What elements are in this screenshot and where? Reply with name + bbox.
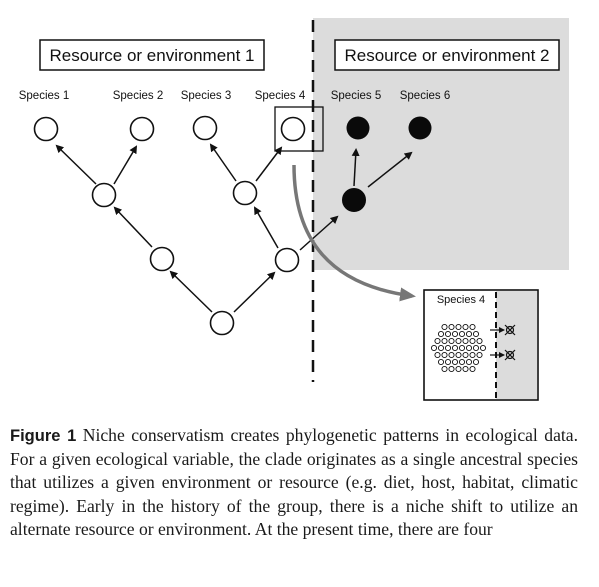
individual-dot [476,351,483,359]
species-node [280,116,306,142]
individual-dot [441,351,448,359]
tree-branches [55,143,413,313]
species4-highlight-box [274,106,324,152]
individual-dot [448,323,455,331]
failed-dispersal-marks [504,324,516,361]
species-label: Species 1 [19,90,70,102]
individual-dot [441,323,448,331]
individual-dot [451,344,459,352]
inset-panel: Species 4 [423,289,539,401]
species-node [33,116,59,142]
individual-dot [458,344,466,352]
individual-dot [469,365,476,373]
individual-dot [455,365,462,373]
individual-dot [472,344,480,352]
individual-dot [462,351,469,359]
individual-dot [455,337,462,345]
env1-label: Resource or environment 1 [49,46,254,65]
internal-node-filled [342,188,366,212]
caption-text: Niche conservatism creates phylogenetic … [10,425,578,539]
species-label: Species 4 [255,90,306,102]
individual-dot [476,337,483,345]
species-label: Species 5 [331,90,382,102]
individual-dot [469,337,476,345]
env1-label-box: Resource or environment 1 [39,39,265,71]
species-node [192,115,218,141]
caption-label: Figure 1 [10,427,77,445]
individual-dot [465,344,473,352]
individual-dot [434,351,441,359]
individual-dot [465,358,473,366]
individual-dot [444,344,452,352]
individual-dot [458,358,466,366]
individual-dot [448,365,455,373]
figure-caption: Figure 1 Niche conservatism creates phyl… [10,424,578,541]
individual-dot [451,330,459,338]
individual-dot [451,358,459,366]
species-node [129,116,155,142]
inset-species-label: Species 4 [437,294,485,306]
individual-dot [444,358,452,366]
individual-dot [472,330,480,338]
root-node [209,310,235,336]
individual-dot [437,344,445,352]
individual-dot [441,365,448,373]
individual-dot [462,365,469,373]
species-node-filled [408,116,432,140]
env2-label: Resource or environment 2 [344,46,549,65]
individual-dot [458,330,466,338]
individual-dot [441,337,448,345]
individual-dot [462,337,469,345]
individual-dot [472,358,480,366]
individual-dot [455,323,462,331]
internal-node [232,180,258,206]
individual-dot [462,323,469,331]
individual-dot [444,330,452,338]
individual-dot [437,330,445,338]
individual-dot [469,351,476,359]
internal-node [274,247,300,273]
species-node-filled [346,116,370,140]
internal-node [149,246,175,272]
internal-node [91,182,117,208]
population-cluster [430,323,487,373]
species-label: Species 2 [113,90,164,102]
individual-dot [437,358,445,366]
individual-dot [455,351,462,359]
individual-dot [434,337,441,345]
individual-dot [448,351,455,359]
env2-label-box: Resource or environment 2 [334,39,560,71]
individual-dot [448,337,455,345]
individual-dot [479,344,487,352]
phylogeny-figure: Resource or environment 1 Resource or en… [19,18,569,401]
species-label: Species 6 [400,90,451,102]
individual-dot [465,330,473,338]
inset-pointer-arrow [292,164,416,302]
individual-dot [430,344,438,352]
individual-dot [469,323,476,331]
species-label: Species 3 [181,90,232,102]
